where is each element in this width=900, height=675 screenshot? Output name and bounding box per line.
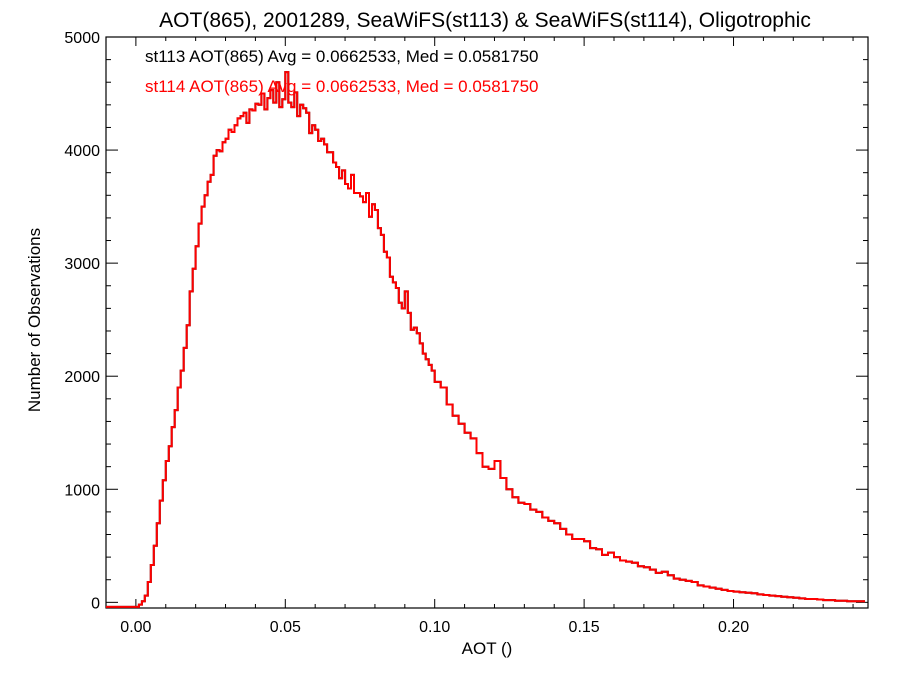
x-tick-label: 0.00 xyxy=(120,619,151,636)
y-tick-label: 1000 xyxy=(64,482,100,499)
axis-ticks: 0.00 0.05 0.10 0.15 0.20 0 1000 2000 3000 4000 500… xyxy=(64,30,868,636)
chart-title: AOT(865), 2001289, SeaWiFS(st113) & SeaW… xyxy=(159,9,811,32)
x-tick-label: 0.10 xyxy=(419,619,450,636)
y-tick-label: 2000 xyxy=(64,369,100,386)
series-st114-line xyxy=(106,71,865,608)
y-tick-label: 3000 xyxy=(64,256,100,273)
y-tick-label: 0 xyxy=(91,595,100,612)
annotations: st113 AOT(865) Avg = 0.0662533, Med = 0.… xyxy=(145,47,539,96)
x-axis-label: AOT () xyxy=(462,639,513,658)
plot-frame xyxy=(105,36,869,609)
y-tick-label: 5000 xyxy=(64,30,100,47)
series-layer xyxy=(106,71,865,608)
x-tick-label: 0.05 xyxy=(270,619,301,636)
x-tick-label: 0.15 xyxy=(569,619,600,636)
x-tick-label: 0.20 xyxy=(718,619,749,636)
y-axis-label: Number of Observations xyxy=(25,228,44,412)
annotation-2: st114 AOT(865) Avg = 0.0662533, Med = 0.… xyxy=(145,77,539,96)
series-st113-line xyxy=(106,71,865,608)
y-tick-label: 4000 xyxy=(64,143,100,160)
annotation-1: st113 AOT(865) Avg = 0.0662533, Med = 0.… xyxy=(145,47,539,66)
